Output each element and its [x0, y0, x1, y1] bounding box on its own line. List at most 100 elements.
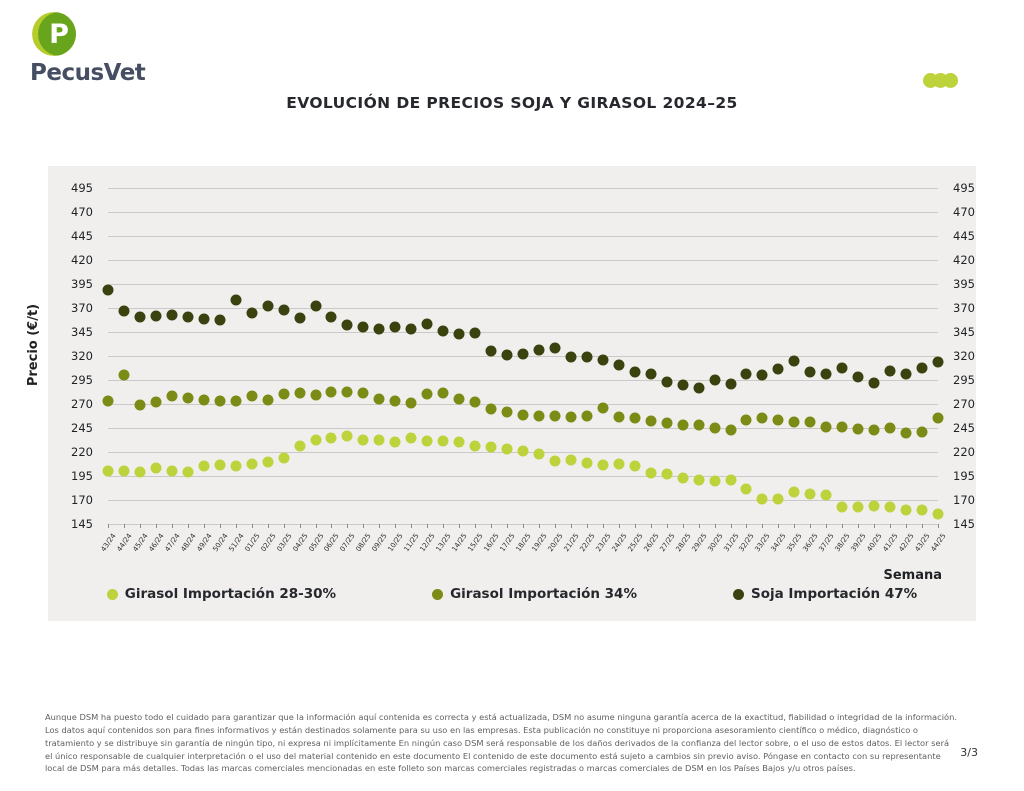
legend-item: Soja Importación 47%: [732, 586, 918, 602]
data-point: [373, 323, 385, 335]
x-tick: [810, 524, 812, 528]
y-tick-label: 345: [71, 325, 93, 339]
data-point: [421, 435, 433, 447]
x-tick-label: 27/25: [658, 532, 677, 554]
y-tick-label: 445: [71, 229, 93, 243]
y-tick-label: 395: [953, 277, 975, 291]
data-point: [166, 309, 178, 321]
data-point: [709, 422, 721, 434]
y-tick-label: 370: [953, 301, 975, 315]
y-tick-label: 345: [953, 325, 975, 339]
chart-panel: Precio (€/t) 495 495 470 470 445 445 420 420 395…: [26, 166, 976, 621]
x-tick-label: 26/25: [642, 532, 661, 554]
x-tick: [315, 524, 317, 528]
data-point: [613, 458, 625, 470]
data-point: [517, 348, 529, 360]
page-title: EVOLUCIÓN DE PRECIOS SOJA Y GIRASOL 2024…: [286, 94, 738, 112]
brand-logo: P PecusVet: [30, 10, 146, 86]
data-point: [740, 414, 752, 426]
x-tick: [938, 524, 939, 528]
x-tick-label: 16/25: [482, 532, 501, 554]
data-point: [453, 436, 465, 448]
data-point: [852, 423, 864, 435]
data-point: [804, 366, 816, 378]
data-point: [932, 508, 944, 520]
data-point: [230, 395, 242, 407]
x-tick-label: 03/25: [274, 532, 294, 554]
x-tick-label: 44/25: [929, 532, 948, 554]
x-tick: [235, 524, 237, 528]
y-tick-label: 470: [71, 205, 93, 219]
x-tick-label: 43/25: [913, 532, 932, 554]
data-point: [756, 493, 768, 505]
x-tick-label: 35/25: [785, 532, 804, 554]
gridline: [108, 380, 938, 381]
x-tick-label: 30/25: [705, 532, 725, 554]
x-tick-label: 41/25: [881, 532, 900, 554]
brand-name: PecusVet: [30, 60, 146, 86]
data-point: [134, 399, 146, 411]
data-point: [214, 395, 226, 407]
x-tick: [570, 524, 572, 528]
data-point: [597, 459, 609, 471]
data-point: [485, 345, 497, 357]
pecusvet-logo-icon: P: [32, 12, 76, 56]
data-point: [868, 377, 880, 389]
x-tick: [618, 524, 620, 528]
data-point: [740, 368, 752, 380]
data-point: [629, 460, 641, 472]
x-tick: [538, 524, 540, 528]
gridline: [108, 308, 938, 309]
x-tick: [714, 524, 716, 528]
data-point: [597, 354, 609, 366]
gridline: [108, 332, 938, 333]
data-point: [341, 319, 353, 331]
x-tick-label: 37/25: [817, 532, 836, 554]
data-point: [645, 415, 657, 427]
data-point: [932, 412, 944, 424]
data-point: [804, 488, 816, 500]
x-tick: [267, 524, 269, 528]
x-tick-label: 48/24: [179, 532, 198, 554]
data-point: [756, 412, 768, 424]
data-point: [405, 323, 417, 335]
svg-text:P: P: [49, 19, 69, 50]
page-number: 3/3: [960, 746, 978, 759]
x-tick: [283, 524, 285, 528]
y-tick-label: 295: [71, 373, 93, 387]
data-point: [166, 390, 178, 402]
x-tick-label: 21/25: [562, 532, 581, 554]
data-point: [310, 434, 321, 446]
data-point: [485, 441, 497, 453]
legend-dot-icon: [106, 588, 118, 600]
y-tick-label: 495: [71, 181, 93, 195]
x-tick-label: 38/25: [833, 532, 852, 554]
data-point: [198, 460, 210, 472]
gridline: [108, 188, 938, 189]
x-tick: [858, 524, 860, 528]
data-point: [565, 351, 577, 363]
data-point: [150, 396, 162, 408]
x-tick-label: 46/24: [147, 532, 166, 554]
data-point: [102, 465, 114, 477]
data-point: [517, 445, 529, 457]
x-tick: [507, 524, 509, 528]
x-tick: [219, 524, 221, 528]
data-point: [262, 394, 274, 406]
data-point: [214, 314, 226, 326]
legend-label: Soja Importación 47%: [750, 586, 918, 602]
x-tick: [523, 524, 524, 528]
data-point: [278, 304, 290, 316]
data-point: [182, 466, 194, 478]
legend-label: Girasol Importación 34%: [450, 586, 637, 602]
data-point: [262, 456, 274, 468]
data-point: [597, 402, 609, 414]
x-tick-label: 24/25: [610, 532, 629, 554]
x-tick: [427, 524, 429, 528]
data-point: [517, 409, 529, 421]
data-point: [581, 457, 593, 469]
x-tick-label: 43/24: [99, 532, 118, 554]
gridline: [108, 476, 938, 477]
y-tick-label: 145: [71, 517, 93, 531]
